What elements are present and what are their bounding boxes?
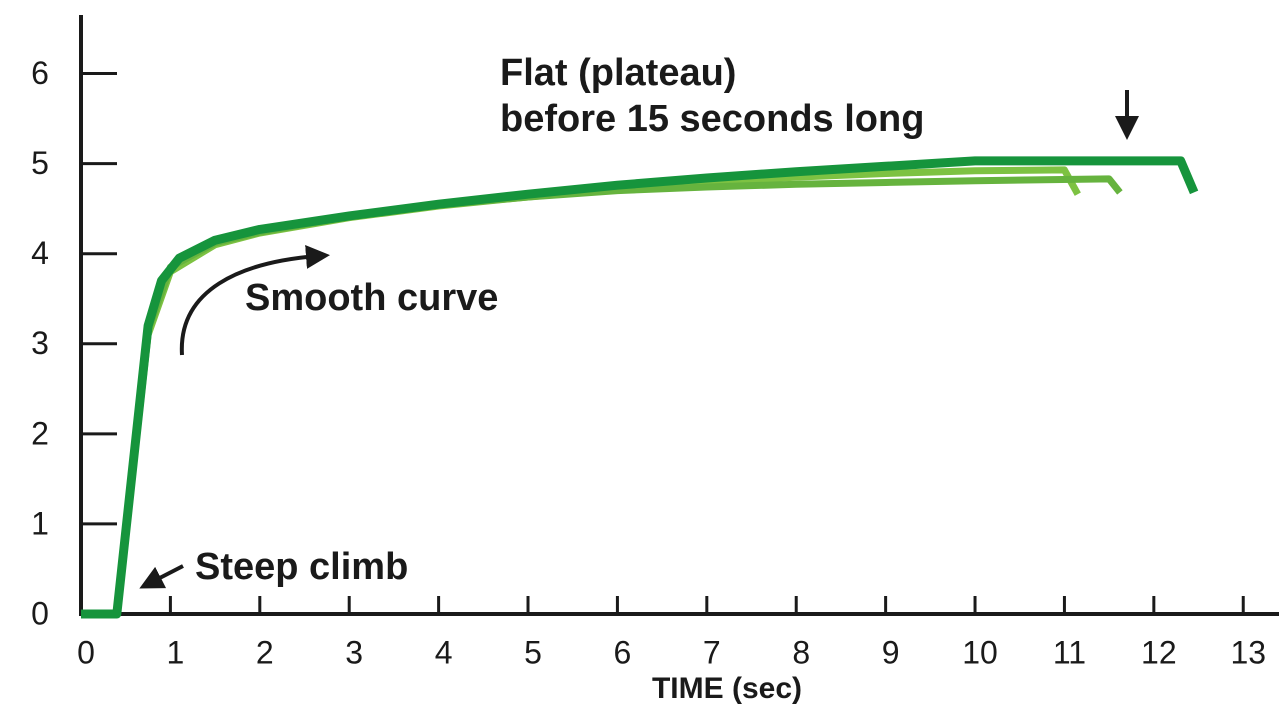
x-tick-label: 3 [345, 634, 363, 670]
x-tick-label: 9 [882, 634, 900, 670]
x-tick-label: 5 [524, 634, 542, 670]
arrow [179, 244, 330, 356]
annotation: Flat (plateau) [500, 52, 736, 94]
x-tick-label: 11 [1053, 634, 1086, 670]
x-tick-label: 7 [703, 634, 721, 670]
x-tick-label: 1 [167, 634, 185, 670]
x-axis-label: TIME (sec) [652, 672, 802, 705]
x-tick-label: 10 [962, 634, 998, 670]
x-tick-label: 12 [1141, 634, 1177, 670]
x-tick-label: 0 [77, 634, 95, 670]
line [81, 156, 1199, 619]
x-tick-label: 2 [256, 634, 274, 670]
annotation: Smooth curve [245, 277, 498, 319]
arrow [139, 564, 184, 589]
y-tick-label: 0 [31, 595, 49, 631]
x-tick-label: 4 [435, 634, 453, 670]
x-tick-label: 6 [614, 634, 632, 670]
annotation: Steep climb [195, 546, 408, 588]
y-tick-label: 4 [31, 235, 49, 271]
y-tick-label: 3 [31, 325, 49, 361]
y-tick-label: 5 [31, 145, 49, 181]
y-tick-label: 6 [31, 55, 49, 91]
x-tick-label: 8 [792, 634, 810, 670]
y-tick-label: 1 [31, 505, 49, 541]
x-tick-label: 13 [1230, 634, 1266, 670]
y-tick-label: 2 [31, 415, 49, 451]
annotation: before 15 seconds long [500, 98, 924, 140]
